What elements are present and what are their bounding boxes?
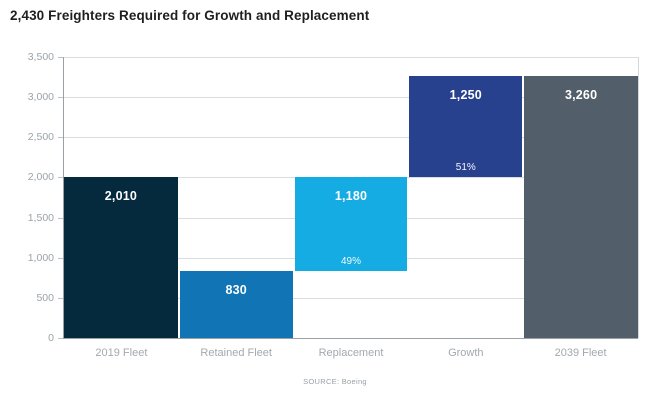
gridline [64, 137, 638, 139]
y-tick-label: 2,000 [27, 171, 54, 184]
bar-2019-fleet: 2,010 [64, 176, 178, 338]
source-note: SOURCE: Boeing [303, 377, 367, 386]
plot-area: 2,010 830 1,180 49% 1,250 51% 3,260 [64, 57, 638, 338]
bar-value-label: 2,010 [104, 188, 138, 203]
y-tick-label: 2,500 [27, 131, 54, 144]
x-axis-label: Replacement [318, 347, 384, 359]
y-axis-tick [58, 297, 63, 299]
chart-title: 2,430 Freighters Required for Growth and… [10, 8, 370, 23]
y-axis-line [63, 57, 64, 339]
y-axis-tick [58, 97, 63, 99]
y-tick-label: 500 [36, 291, 54, 304]
bar-value-label: 1,250 [449, 88, 482, 103]
bar-value-label: 1,180 [334, 188, 368, 203]
x-axis-line [63, 338, 638, 339]
y-tick-label: 3,000 [27, 91, 54, 104]
x-axis-label: Retained Fleet [200, 347, 272, 359]
y-tick-label: 3,500 [27, 51, 54, 63]
plot-right-border [638, 57, 639, 338]
gridline [64, 57, 638, 58]
x-axis-label: Growth [448, 347, 484, 359]
bar-percent-label: 49% [340, 256, 361, 268]
y-axis-tick [58, 177, 63, 179]
bar-percent-label: 51% [455, 161, 476, 173]
y-axis-tick [58, 137, 63, 139]
y-axis-tick [58, 338, 63, 339]
gridline [64, 97, 638, 99]
y-axis-tick [58, 257, 63, 259]
gridline [64, 297, 638, 299]
y-axis-tick [58, 217, 63, 219]
x-axis-label: 2019 Fleet [95, 347, 148, 359]
y-axis-tick [58, 57, 63, 58]
y-tick-label: 1,500 [27, 211, 54, 224]
x-axis-label: 2039 Fleet [554, 347, 607, 359]
bar-growth: 1,250 51% [409, 76, 523, 177]
bar-2039-fleet: 3,260 [524, 76, 638, 338]
bar-value-label: 3,260 [564, 88, 598, 103]
y-tick-label: 1,000 [27, 251, 54, 264]
bar-value-label: 830 [225, 283, 247, 298]
y-tick-label: 0 [48, 332, 54, 344]
bar-replacement: 1,180 49% [294, 176, 408, 272]
bar-retained-fleet: 830 [179, 271, 293, 338]
